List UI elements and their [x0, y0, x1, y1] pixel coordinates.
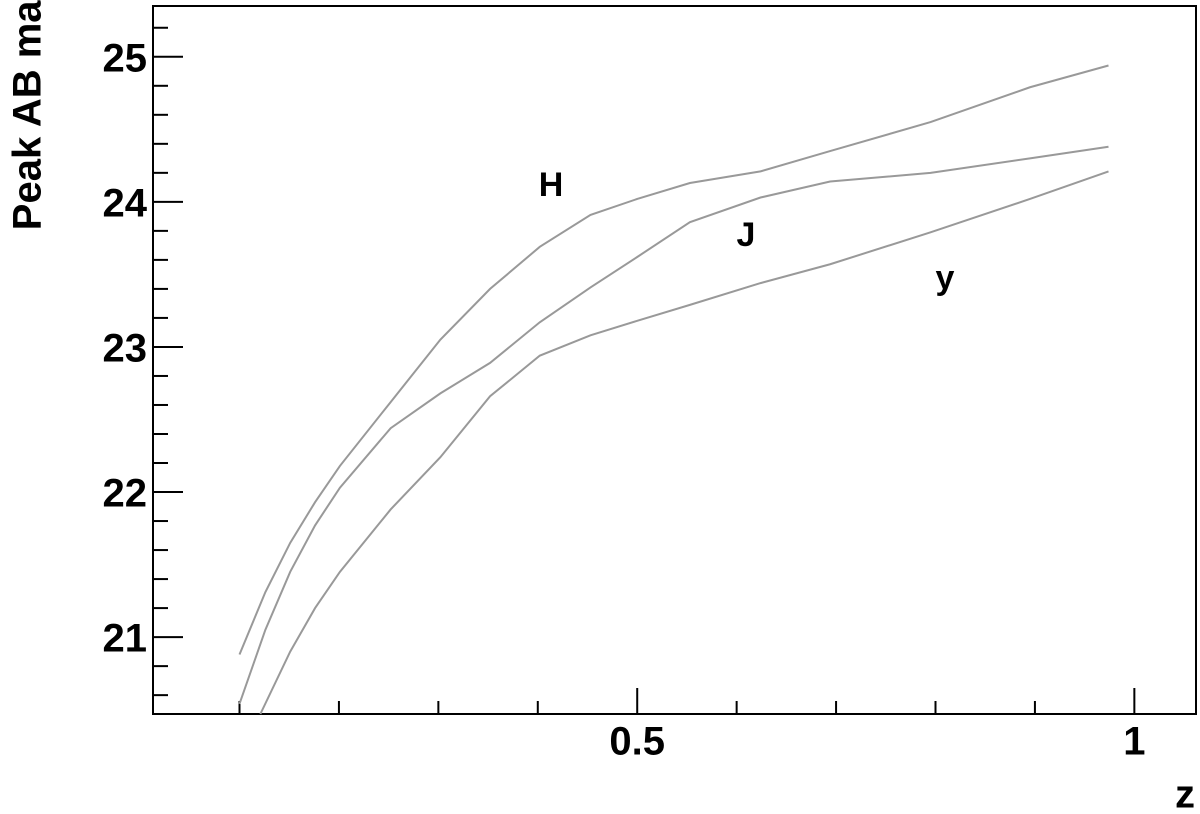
y-tick-label: 24 [103, 181, 148, 225]
x-tick-label: 0.5 [609, 720, 665, 764]
curve-label: y [936, 259, 955, 297]
series-line [238, 145, 1109, 705]
series-line [238, 64, 1109, 655]
y-tick-label: 23 [103, 327, 148, 371]
plot-frame [152, 5, 1197, 715]
y-tick-label: 21 [103, 617, 148, 661]
x-tick-label: 1 [1123, 720, 1145, 764]
y-tick-label: 25 [103, 36, 148, 80]
curve-label: H [539, 166, 564, 204]
y-axis-title: Peak AB mag [6, 0, 50, 230]
curve-label: J [737, 216, 756, 254]
x-axis-title: z [1175, 773, 1195, 814]
y-tick-label: 22 [103, 472, 148, 516]
series-line [259, 170, 1109, 715]
